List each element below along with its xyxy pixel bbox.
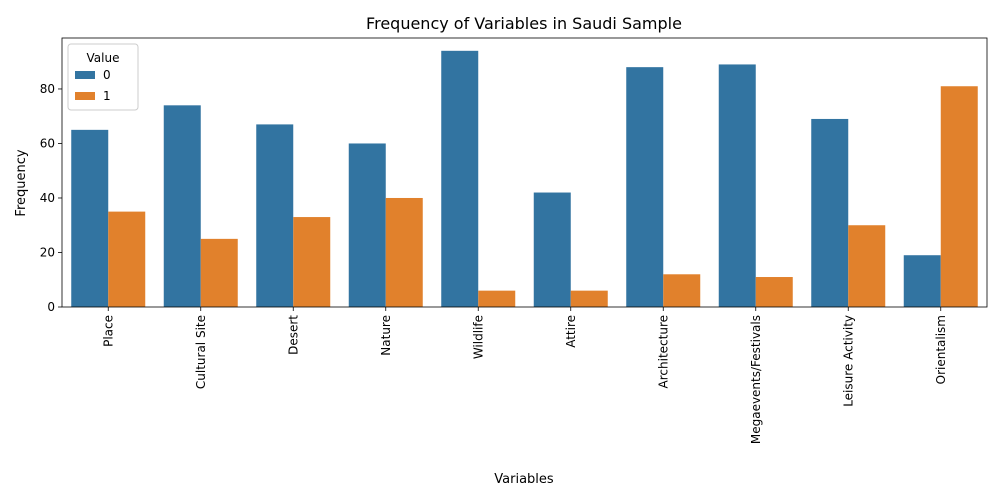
y-tick-label: 0 — [47, 300, 55, 314]
plot-frame — [61, 37, 988, 308]
bar-series-1-0 — [108, 211, 146, 307]
x-tick-label-2: Desert — [286, 315, 300, 355]
bar-series-1-3 — [385, 197, 423, 307]
x-tick-label-7: Megaevents/Festivals — [749, 315, 763, 444]
bar-series-1-5 — [570, 290, 608, 307]
bar-series-0-4 — [441, 50, 479, 308]
bar-series-0-5 — [533, 192, 571, 307]
legend-label-1: 1 — [103, 89, 111, 103]
x-tick-label-3: Nature — [379, 315, 393, 356]
y-ticks-group: 0 20 40 60 80 — [40, 82, 62, 314]
x-tick-label-0: Place — [101, 315, 115, 347]
bar-series-0-1 — [163, 105, 201, 307]
axes-frame — [61, 37, 988, 308]
bar-series-0-0 — [71, 129, 109, 307]
x-tick-label-9: Orientalism — [934, 315, 948, 384]
y-tick-label: 20 — [40, 245, 55, 259]
bar-series-1-4 — [478, 290, 516, 307]
bar-series-0-6 — [626, 67, 664, 307]
bar-series-0-3 — [348, 143, 386, 307]
legend-swatch-0 — [75, 71, 95, 79]
bar-series-1-8 — [848, 225, 886, 307]
legend-title: Value — [87, 51, 120, 65]
y-tick-label: 60 — [40, 136, 55, 150]
bar-series-1-9 — [940, 86, 978, 308]
legend: Value 0 1 — [67, 43, 139, 111]
x-ticks-group: Place Cultural Site Desert Nature Wildlife At… — [101, 307, 948, 444]
bar-series-1-6 — [663, 274, 701, 307]
y-tick-label: 40 — [40, 191, 55, 205]
x-tick-label-4: Wildlife — [471, 315, 485, 359]
x-axis-label: Variables — [494, 472, 554, 487]
bar-series-0-2 — [256, 124, 294, 308]
x-tick-label-8: Leisure Activity — [841, 315, 855, 407]
bar-series-0-7 — [718, 64, 756, 307]
bar-series-0-9 — [903, 255, 941, 307]
bar-series-1-1 — [200, 238, 238, 307]
legend-label-0: 0 — [103, 68, 111, 82]
bar-series-1-7 — [755, 277, 793, 307]
x-tick-label-6: Architecture — [656, 315, 670, 388]
y-axis-label: Frequency — [14, 149, 29, 216]
bar-series-0-8 — [811, 118, 849, 307]
x-tick-label-5: Attire — [564, 315, 578, 348]
bar-series-1-2 — [293, 217, 331, 307]
legend-swatch-1 — [75, 92, 95, 100]
x-tick-label-1: Cultural Site — [194, 315, 208, 389]
chart-title: Frequency of Variables in Saudi Sample — [366, 14, 682, 33]
y-tick-label: 80 — [40, 82, 55, 96]
bars-group — [71, 50, 978, 308]
